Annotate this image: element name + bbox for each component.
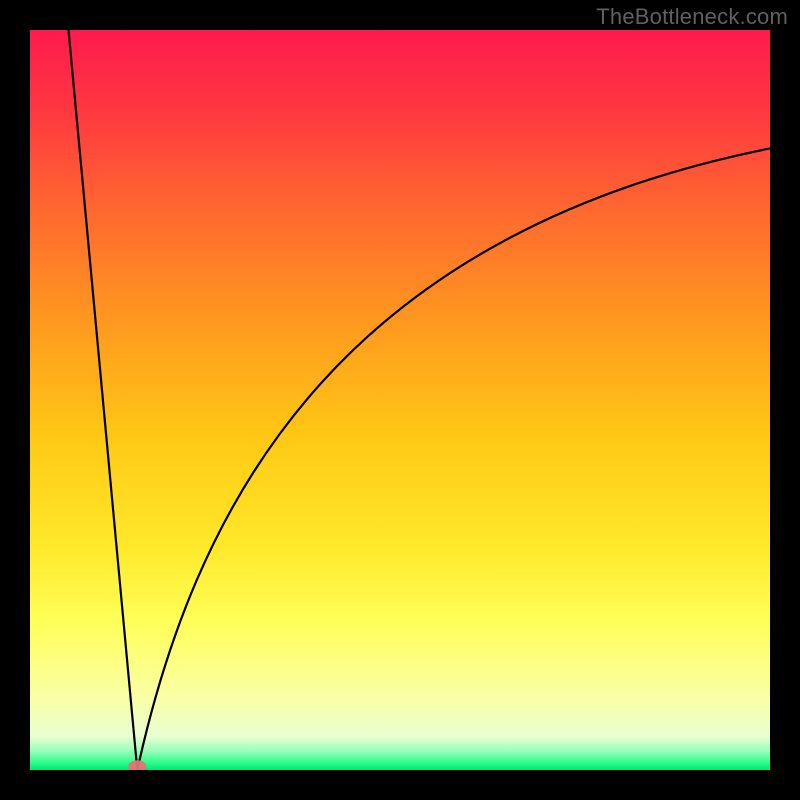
chart-root: { "watermark": { "text": "TheBottleneck.… <box>0 0 800 800</box>
gradient-background <box>30 30 770 770</box>
optimum-marker <box>128 760 146 772</box>
watermark-text: TheBottleneck.com <box>596 4 788 30</box>
chart-svg <box>0 0 800 800</box>
